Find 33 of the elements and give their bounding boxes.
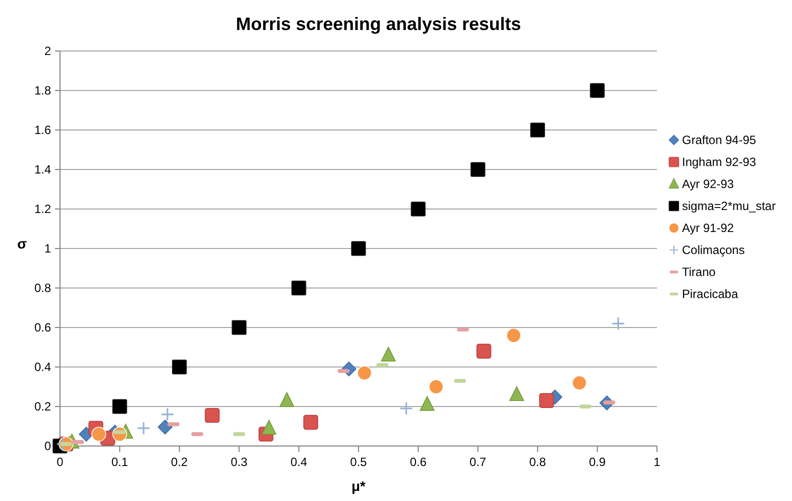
x-tick-label: 0.8: [529, 455, 546, 469]
x-tick-label: 0.9: [588, 455, 606, 469]
y-tick-label: 2: [44, 44, 52, 58]
legend-label: Piracicaba: [682, 287, 738, 301]
y-tick-label: 0.8: [34, 281, 52, 295]
y-tick-label: 1: [44, 242, 52, 256]
x-tick-label: 0.2: [171, 455, 188, 469]
legend-label: Ingham 92-93: [682, 155, 756, 169]
y-tick-label: 0.4: [34, 360, 52, 374]
x-tick-label: 0.5: [350, 455, 368, 469]
legend-label: sigma=2*mu_star: [682, 199, 776, 213]
legend-label: Colimaçons: [682, 243, 745, 257]
legend-label: Ayr 91-92: [682, 221, 734, 235]
y-tick-label: 1.6: [34, 123, 52, 137]
x-tick-label: 0.4: [290, 455, 308, 469]
chart-title: Morris screening analysis results: [236, 14, 522, 34]
x-tick-label: 0: [56, 455, 64, 469]
y-tick-label: 1.4: [34, 162, 52, 176]
legend-label: Tirano: [682, 265, 716, 279]
y-tick-label: 0.6: [34, 320, 52, 334]
x-tick-label: 1: [654, 455, 661, 469]
legend-label: Grafton 94-95: [682, 133, 756, 147]
x-axis-title: μ*: [351, 478, 366, 494]
y-tick-label: 0.2: [34, 400, 52, 414]
y-axis-title: σ: [17, 236, 28, 252]
y-tick-label: 1.2: [34, 202, 52, 216]
legend-label: Ayr 92-93: [682, 177, 734, 191]
x-tick-label: 0.6: [410, 455, 427, 469]
x-tick-label: 0.1: [111, 455, 128, 469]
y-tick-label: 0: [44, 439, 52, 453]
x-tick-label: 0.3: [230, 455, 248, 469]
x-tick-label: 0.7: [470, 455, 487, 469]
y-tick-label: 1.8: [34, 84, 52, 98]
